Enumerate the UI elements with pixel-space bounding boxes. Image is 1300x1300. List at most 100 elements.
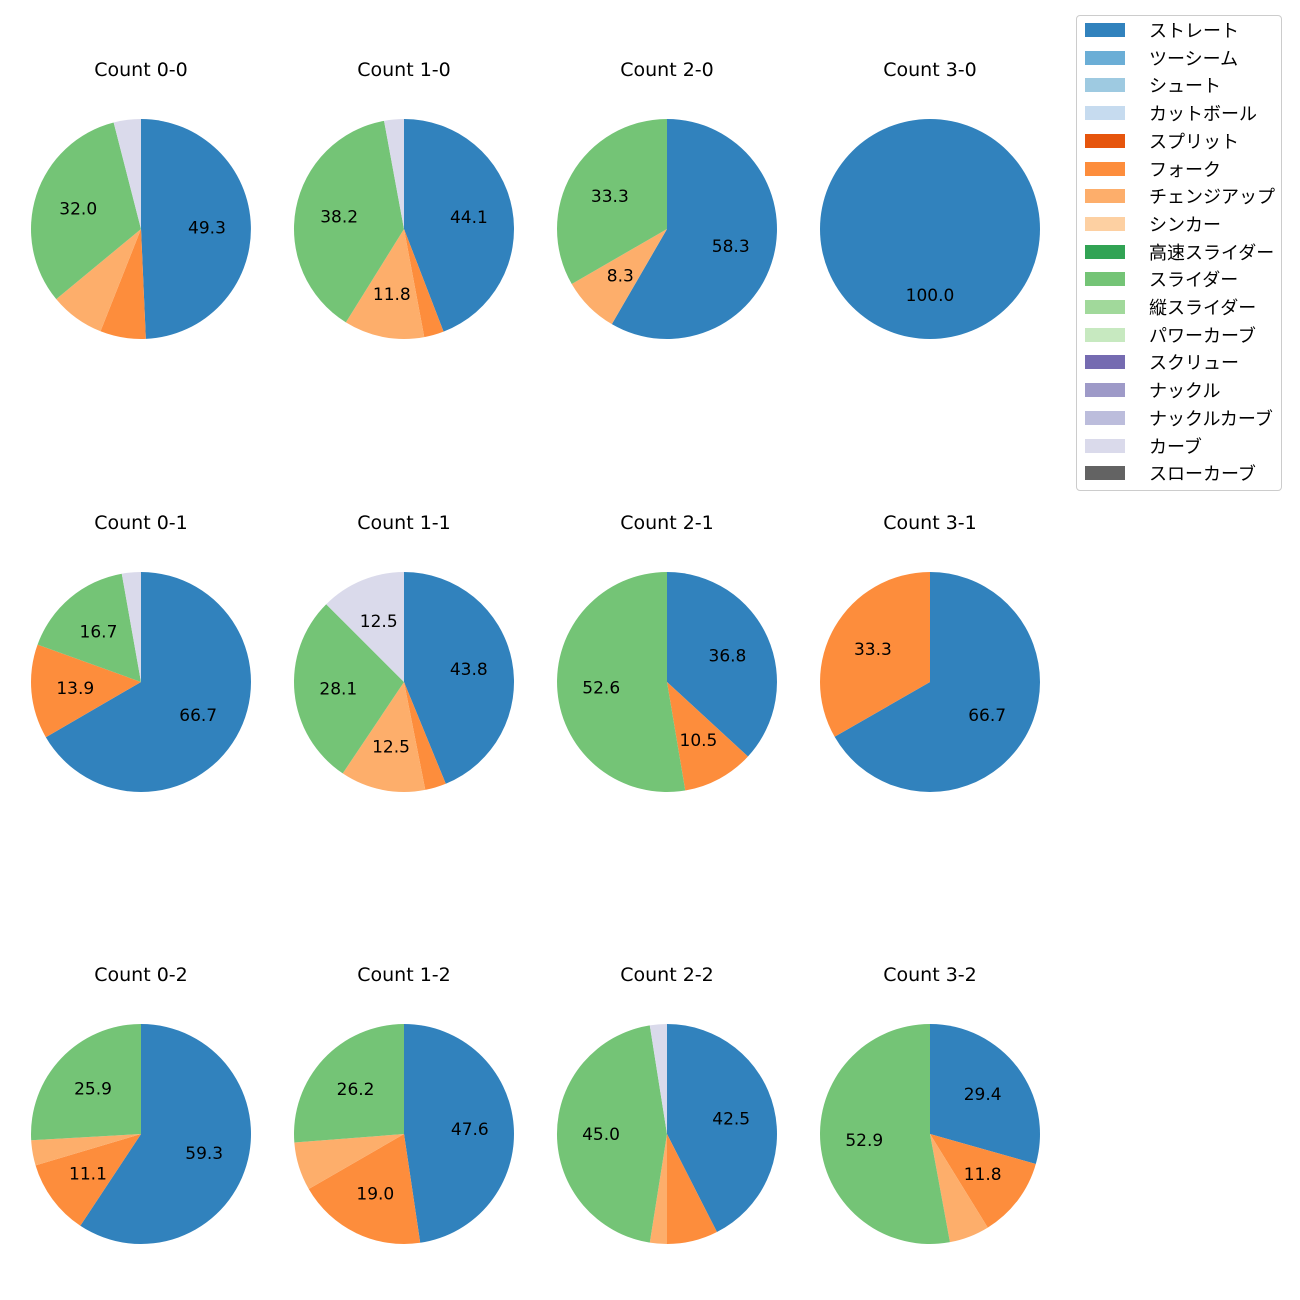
- pie-slice: [404, 572, 515, 784]
- pie-count-1-1: Count 1-1 43.8 12.5 28.1 12.5: [293, 512, 515, 793]
- legend-item: ストレート: [1085, 19, 1239, 42]
- slice-label: 11.1: [69, 1164, 107, 1184]
- slice-label: 19.0: [356, 1184, 394, 1204]
- legend-item: 高速スライダー: [1085, 241, 1275, 264]
- pie-slice: [557, 572, 686, 792]
- slice-label: 28.1: [319, 679, 357, 699]
- pie-slice: [930, 1024, 1040, 1165]
- slice-label: 43.8: [450, 660, 488, 680]
- pie-title: Count 1-2: [357, 964, 451, 986]
- pie-count-2-2: Count 2-2 42.5 45.0: [556, 964, 777, 1244]
- pie-title: Count 1-1: [357, 512, 451, 534]
- legend-label: チェンジアップ: [1149, 187, 1275, 209]
- legend-swatch: [1085, 327, 1125, 342]
- pie-count-0-1: Count 0-1 66.7 13.9 16.7: [30, 512, 251, 793]
- pie-slice: [308, 1134, 421, 1244]
- pie-slice: [80, 1024, 251, 1244]
- pie-slice: [649, 1024, 667, 1134]
- legend-item: チェンジアップ: [1085, 185, 1275, 209]
- legend-item: カットボール: [1085, 102, 1257, 126]
- pie-slice: [404, 229, 444, 338]
- pie-slice: [571, 229, 667, 325]
- pie-count-1-2: Count 1-2 47.6 19.0 26.2: [294, 964, 514, 1244]
- pie-slice: [293, 604, 404, 774]
- legend-item: 縦スライダー: [1085, 296, 1256, 319]
- pie-slice: [293, 120, 404, 323]
- pie-slice: [820, 119, 1040, 339]
- slice-label: 11.8: [964, 1165, 1002, 1185]
- legend: ストレート ツーシーム シュート カットボール スプリット フォーク チェンジアップ シンカー…: [1076, 15, 1282, 491]
- legend-label: ナックル: [1149, 381, 1221, 403]
- pie-slice: [56, 229, 141, 332]
- slice-label: 100.0: [906, 286, 955, 306]
- legend-label: スクリュー: [1149, 353, 1239, 375]
- pie-slice: [834, 572, 1040, 792]
- legend-swatch: [1085, 133, 1125, 148]
- legend-item: スプリット: [1085, 130, 1239, 153]
- slice-label: 32.0: [59, 200, 97, 220]
- pie-slice: [31, 1024, 142, 1141]
- legend-label: スライダー: [1149, 270, 1239, 292]
- slice-label: 45.0: [582, 1125, 620, 1145]
- slice-label: 42.5: [712, 1110, 750, 1130]
- legend-swatch: [1085, 161, 1125, 176]
- pie-slice: [384, 119, 404, 229]
- slice-label: 12.5: [372, 738, 410, 758]
- pie-title: Count 2-0: [620, 59, 714, 81]
- legend-label: ストレート: [1149, 21, 1239, 42]
- pie-slice: [30, 644, 142, 738]
- legend-swatch: [1085, 23, 1125, 37]
- legend-item: スライダー: [1085, 268, 1239, 292]
- pie-count-1-0: Count 1-0 44.1 11.8 38.2: [293, 59, 515, 339]
- slice-label: 10.5: [680, 731, 718, 751]
- legend-swatch: [1085, 50, 1125, 65]
- pie-slice: [31, 1134, 141, 1166]
- slice-label: 49.3: [188, 219, 226, 239]
- pie-count-0-0: Count 0-0 49.3 32.0: [30, 59, 251, 339]
- legend-item: シュート: [1085, 74, 1221, 98]
- slice-label: 52.9: [845, 1131, 883, 1151]
- slice-label: 66.7: [968, 706, 1006, 726]
- legend-swatch: [1085, 106, 1125, 121]
- slice-label: 52.6: [582, 678, 620, 698]
- slice-label: 26.2: [337, 1080, 375, 1100]
- pie-slice: [930, 1134, 988, 1243]
- legend-swatch: [1085, 383, 1125, 398]
- pie-slice: [141, 119, 251, 339]
- legend-item: スクリュー: [1085, 351, 1239, 375]
- pie-slice: [121, 572, 141, 682]
- legend-label: スプリット: [1149, 131, 1239, 153]
- legend-item: シンカー: [1085, 213, 1221, 236]
- pie-slice: [294, 1134, 404, 1189]
- legend-swatch: [1085, 300, 1125, 314]
- legend-label: カーブ: [1149, 436, 1202, 458]
- pie-slice: [667, 1024, 777, 1233]
- slice-label: 47.6: [451, 1120, 489, 1140]
- pie-slice: [294, 1024, 404, 1143]
- legend-item: スローカーブ: [1085, 462, 1256, 486]
- pie-slice: [557, 119, 667, 284]
- legend-label: シュート: [1149, 76, 1221, 98]
- legend-label: 高速スライダー: [1149, 242, 1275, 264]
- legend-label: シンカー: [1149, 214, 1221, 236]
- pie-slice: [820, 1024, 950, 1245]
- legend-swatch: [1085, 410, 1125, 425]
- pie-title: Count 2-2: [620, 964, 714, 986]
- pie-slice: [37, 573, 141, 682]
- pie-slice: [667, 1134, 717, 1244]
- pie-count-2-1: Count 2-1 36.8 10.5 52.6: [557, 512, 777, 792]
- slice-label: 8.3: [607, 267, 634, 287]
- slice-label: 58.3: [712, 237, 750, 257]
- legend-label: カットボール: [1149, 104, 1257, 126]
- slice-label: 12.5: [360, 612, 398, 632]
- pie-slice: [819, 572, 930, 737]
- legend-item: ナックルカーブ: [1085, 407, 1273, 430]
- pie-slice: [404, 682, 446, 790]
- slice-label: 25.9: [74, 1080, 112, 1100]
- legend-label: スローカーブ: [1149, 464, 1256, 486]
- pie-slice: [611, 119, 777, 339]
- pie-title: Count 0-2: [94, 964, 188, 986]
- legend-item: ナックル: [1085, 379, 1221, 403]
- legend-swatch: [1085, 78, 1125, 93]
